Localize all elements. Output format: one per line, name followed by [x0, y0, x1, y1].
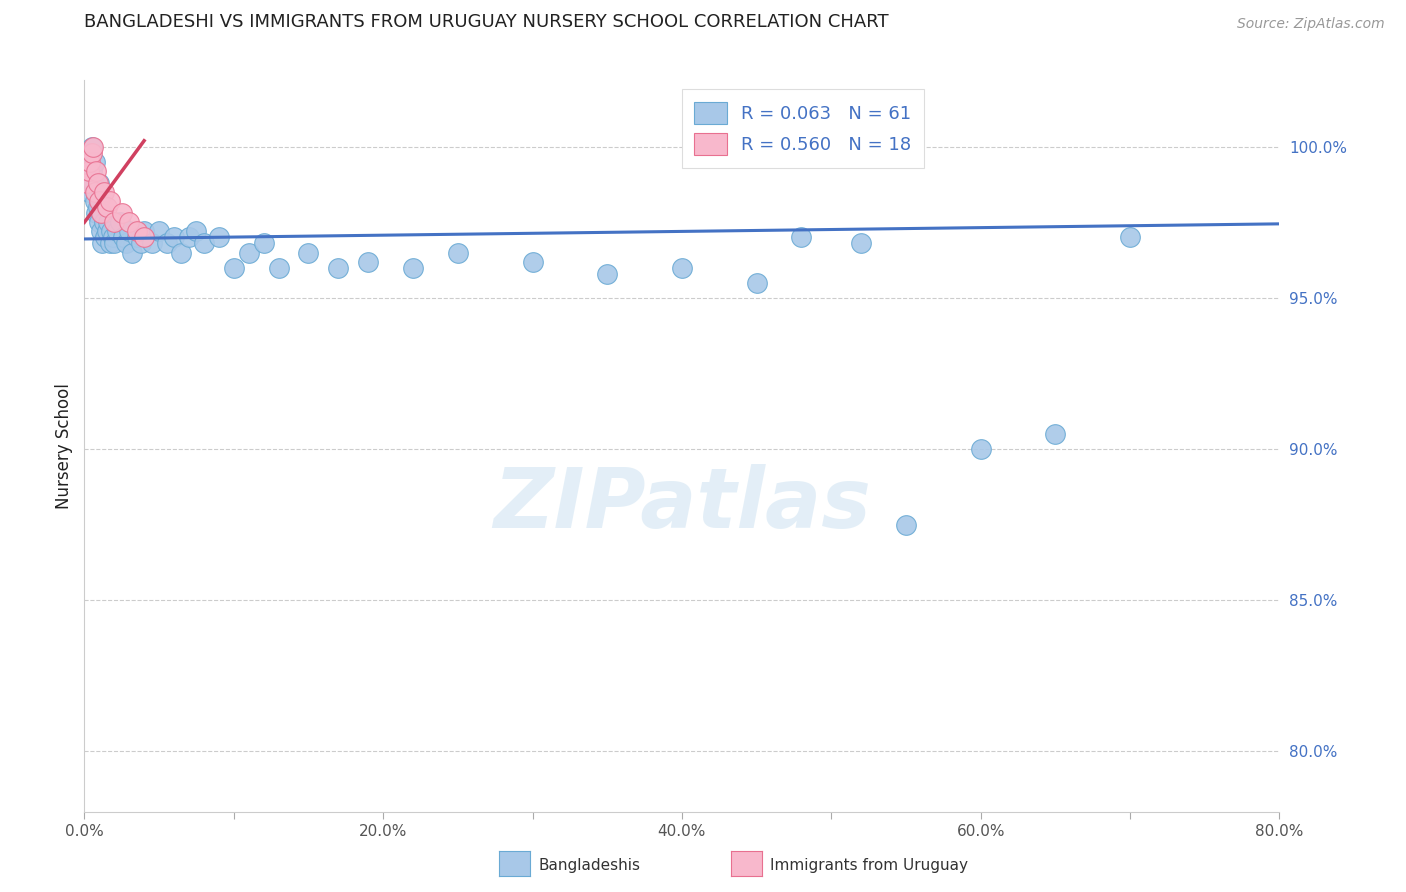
Point: [86, 206, 108, 220]
Point: [112, 230, 135, 244]
Point: [98, 194, 121, 209]
Point: [132, 230, 156, 244]
Point: [82, 140, 104, 154]
Point: [94, 230, 117, 244]
Point: [745, 276, 768, 290]
Point: [402, 260, 425, 275]
Point: [163, 230, 186, 244]
Point: [89, 176, 111, 190]
Point: [790, 230, 813, 244]
Point: [970, 442, 993, 456]
Point: [1119, 230, 1142, 244]
Point: [125, 224, 148, 238]
Point: [111, 206, 134, 220]
Point: [132, 224, 156, 238]
Point: [596, 267, 619, 281]
Point: [89, 194, 111, 209]
Point: [1045, 426, 1067, 441]
Point: [267, 260, 290, 275]
Point: [103, 236, 125, 251]
Point: [82, 176, 104, 190]
Point: [83, 194, 105, 209]
Point: [118, 215, 141, 229]
Point: [83, 154, 105, 169]
Point: [79, 154, 101, 169]
Point: [93, 185, 115, 199]
Point: [121, 245, 143, 260]
Point: [90, 224, 112, 238]
Point: [80, 145, 103, 160]
Point: [77, 164, 100, 178]
Text: BANGLADESHI VS IMMIGRANTS FROM URUGUAY NURSERY SCHOOL CORRELATION CHART: BANGLADESHI VS IMMIGRANTS FROM URUGUAY N…: [84, 13, 889, 31]
Point: [238, 245, 260, 260]
Point: [177, 230, 200, 244]
Point: [115, 236, 138, 251]
Point: [96, 224, 118, 238]
Point: [89, 215, 111, 229]
Point: [170, 245, 193, 260]
Point: [253, 236, 276, 251]
Point: [91, 236, 114, 251]
Point: [97, 215, 120, 229]
Point: [101, 230, 124, 244]
Point: [77, 185, 100, 199]
Point: [86, 164, 108, 178]
Point: [155, 236, 177, 251]
Point: [93, 215, 115, 229]
Point: [129, 236, 152, 251]
Point: [141, 236, 163, 251]
Point: [79, 145, 101, 160]
Point: [894, 517, 917, 532]
Point: [849, 236, 872, 251]
Text: Immigrants from Uruguay: Immigrants from Uruguay: [770, 858, 969, 872]
Point: [87, 176, 110, 190]
Point: [87, 200, 110, 214]
Point: [105, 224, 128, 238]
Legend: R = 0.063   N = 61, R = 0.560   N = 18: R = 0.063 N = 61, R = 0.560 N = 18: [682, 89, 924, 168]
Point: [80, 164, 103, 178]
Point: [125, 230, 148, 244]
Y-axis label: Nursery School: Nursery School: [55, 383, 73, 509]
Point: [297, 245, 319, 260]
Point: [193, 236, 215, 251]
Point: [222, 260, 245, 275]
Point: [91, 206, 114, 220]
Point: [100, 224, 122, 238]
Point: [80, 140, 103, 154]
Point: [103, 215, 125, 229]
Point: [447, 245, 470, 260]
Text: Bangladeshis: Bangladeshis: [538, 858, 641, 872]
Point: [96, 200, 118, 214]
Point: [76, 176, 98, 190]
Point: [76, 169, 98, 184]
Point: [208, 230, 231, 244]
Text: Source: ZipAtlas.com: Source: ZipAtlas.com: [1237, 17, 1385, 31]
Point: [90, 206, 112, 220]
Text: ZIPatlas: ZIPatlas: [494, 464, 870, 545]
Point: [98, 236, 121, 251]
Point: [148, 224, 170, 238]
Point: [110, 215, 132, 229]
Point: [83, 185, 105, 199]
Point: [86, 185, 108, 199]
Point: [118, 224, 141, 238]
Point: [522, 254, 544, 268]
Point: [328, 260, 350, 275]
Point: [671, 260, 693, 275]
Point: [357, 254, 380, 268]
Point: [186, 224, 208, 238]
